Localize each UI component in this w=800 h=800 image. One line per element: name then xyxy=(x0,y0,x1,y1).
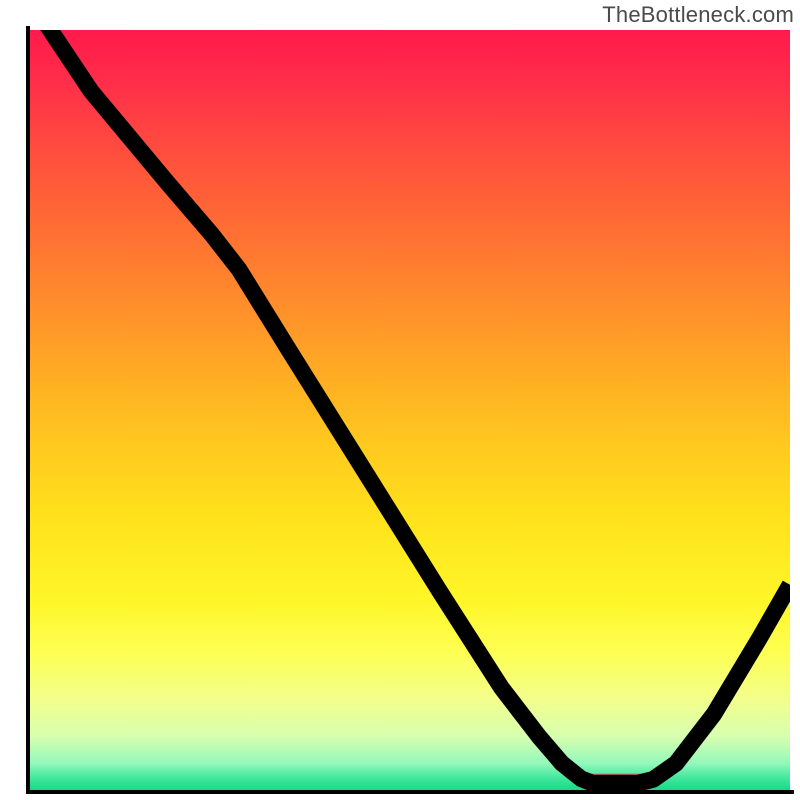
chart-container: TheBottleneck.com xyxy=(0,0,800,800)
plot-svg xyxy=(30,30,790,790)
watermark-text: TheBottleneck.com xyxy=(602,2,794,28)
plot-area xyxy=(30,30,790,790)
x-axis xyxy=(26,790,794,794)
